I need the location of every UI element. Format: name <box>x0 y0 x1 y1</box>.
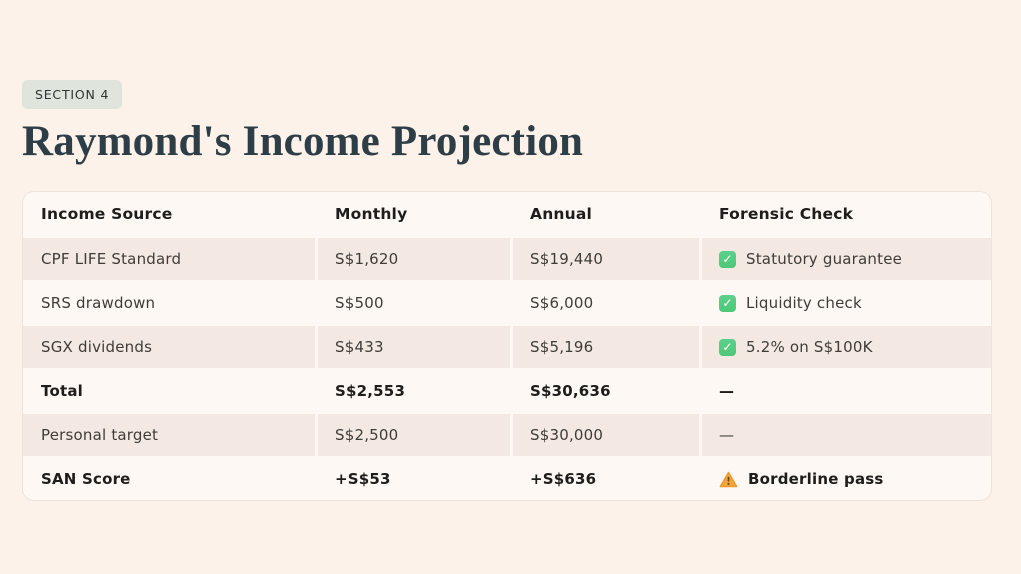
section-content: SECTION 4 Raymond's Income Projection In… <box>22 80 992 502</box>
header-cell-monthly: Monthly <box>335 205 408 224</box>
forensic-check-label: Statutory guarantee <box>746 250 903 269</box>
cell-forensic-check: ✓ — <box>702 414 991 457</box>
cell-monthly: S$2,553 <box>335 382 406 401</box>
cell-annual: S$30,636 <box>530 382 611 401</box>
income-table: Income Source Monthly Annual Forensic Ch… <box>22 191 992 502</box>
table-row: SGX dividends S$433 S$5,196 ✓ 5.2% on S$… <box>23 326 991 369</box>
check-icon: ✓ <box>719 338 736 356</box>
forensic-check-label: Liquidity check <box>746 294 862 313</box>
cell-income-source: SAN Score <box>41 470 131 489</box>
check-icon: ✓ <box>719 250 736 268</box>
cell-annual: S$5,196 <box>513 326 699 369</box>
header-cell-income-source: Income Source <box>41 205 173 224</box>
table-row: SRS drawdown S$500 S$6,000 ✓ Liquidity c… <box>23 282 991 324</box>
cell-income-source: SRS drawdown <box>41 294 156 313</box>
forensic-check-label: — <box>719 382 735 401</box>
check-icon: ✓ <box>719 294 736 312</box>
forensic-check-label: Borderline pass <box>748 470 884 489</box>
cell-forensic-check: ✓ 5.2% on S$100K <box>702 326 991 369</box>
cell-forensic-check: ✓ Statutory guarantee <box>702 238 991 281</box>
cell-annual: S$19,440 <box>513 238 699 281</box>
cell-income-source: Personal target <box>23 414 315 457</box>
forensic-check-label: 5.2% on S$100K <box>746 338 873 357</box>
table-row: Personal target S$2,500 S$30,000 ✓ — <box>23 414 991 457</box>
table-row: CPF LIFE Standard S$1,620 S$19,440 ✓ Sta… <box>23 238 991 281</box>
cell-monthly: S$500 <box>335 294 384 313</box>
cell-annual: +S$636 <box>530 470 597 489</box>
section-badge: SECTION 4 <box>22 80 123 109</box>
header-cell-annual: Annual <box>530 205 593 224</box>
cell-annual: S$6,000 <box>530 294 594 313</box>
cell-monthly: S$1,620 <box>318 238 510 281</box>
forensic-check-label: — <box>719 426 735 445</box>
cell-income-source: CPF LIFE Standard <box>23 238 315 281</box>
table-header-row: Income Source Monthly Annual Forensic Ch… <box>23 192 991 236</box>
cell-forensic-check: ✓ Borderline pass <box>702 458 991 500</box>
cell-monthly: S$433 <box>318 326 510 369</box>
warning-icon <box>719 471 738 487</box>
table-row: SAN Score +S$53 +S$636 ✓ Borderline pass <box>23 458 991 500</box>
cell-income-source: Total <box>41 382 83 401</box>
header-cell-forensic: Forensic Check <box>719 205 854 224</box>
page-title: Raymond's Income Projection <box>22 118 584 165</box>
cell-monthly: +S$53 <box>335 470 391 489</box>
cell-monthly: S$2,500 <box>318 414 510 457</box>
table-row: Total S$2,553 S$30,636 ✓ — <box>23 370 991 412</box>
cell-forensic-check: ✓ — <box>702 370 991 412</box>
cell-income-source: SGX dividends <box>23 326 315 369</box>
cell-annual: S$30,000 <box>513 414 699 457</box>
cell-forensic-check: ✓ Liquidity check <box>702 282 991 324</box>
